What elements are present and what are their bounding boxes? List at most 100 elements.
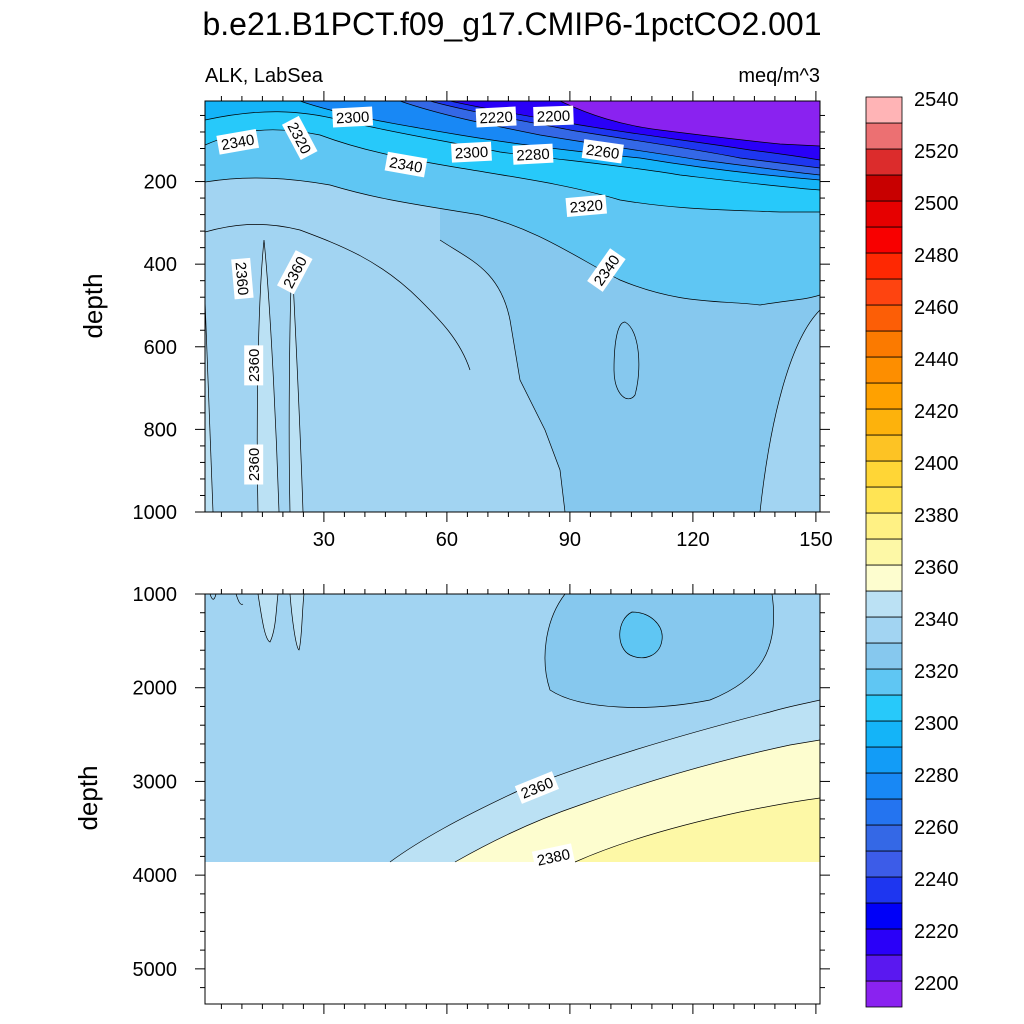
colorbar-label: 2300 xyxy=(914,713,959,735)
y-tick-label: 600 xyxy=(144,337,177,359)
y-tick-label: 1000 xyxy=(133,502,178,524)
x-tick-label: 90 xyxy=(559,529,581,551)
fill-2340-2350 xyxy=(545,594,774,708)
colorbar-swatch xyxy=(865,174,903,202)
contour-label: 2360 xyxy=(231,257,254,300)
colorbar-swatch xyxy=(865,876,903,904)
contour-label-text: 2300 xyxy=(336,109,370,128)
y-tick-label: 4000 xyxy=(133,865,178,887)
colorbar-swatch xyxy=(865,824,903,852)
lower-plot-frame xyxy=(204,593,821,1005)
colorbar-swatch xyxy=(865,590,903,618)
fill-shallow-stripes xyxy=(258,594,304,650)
colorbar-swatch xyxy=(865,538,903,566)
colorbar-swatch xyxy=(865,668,903,696)
contour-label-box xyxy=(451,141,492,163)
contour-label-text: 2380 xyxy=(536,846,572,870)
colorbar-swatch xyxy=(865,460,903,488)
colorbar-swatch xyxy=(865,226,903,254)
colorbar-swatch xyxy=(865,408,903,436)
colorbar-swatch xyxy=(865,356,903,384)
colorbar-swatch xyxy=(865,980,903,1008)
variable-region-subtitle: ALK, LabSea xyxy=(205,65,324,87)
colorbar-swatch xyxy=(865,122,903,150)
colorbar-swatch xyxy=(865,512,903,540)
contour-label-box xyxy=(533,105,574,126)
colorbar-label: 2520 xyxy=(914,141,959,163)
y-tick-label: 5000 xyxy=(133,959,178,981)
contour-label-box xyxy=(276,250,313,295)
colorbar-label: 2260 xyxy=(914,817,959,839)
contour-label-text: 2360 xyxy=(246,349,263,382)
y-tick-label: 800 xyxy=(144,419,177,441)
colorbar-swatch xyxy=(865,148,903,176)
colorbar-swatch xyxy=(865,278,903,306)
contour-label: 2220 xyxy=(475,106,517,128)
colorbar-swatch xyxy=(865,928,903,956)
contour-label-box xyxy=(231,257,254,300)
lower-contour-lines xyxy=(209,594,820,863)
upper-axis-ticks: 30 60 90 120 150 200 400 600 800 1000 xyxy=(133,91,833,551)
colorbar-swatch xyxy=(865,746,903,774)
colorbar-swatch xyxy=(865,694,903,722)
contour-label-text: 2340 xyxy=(220,132,256,155)
contour-label: 2380 xyxy=(531,843,575,871)
contour-label: 2280 xyxy=(512,143,554,165)
colorbar-label: 2200 xyxy=(914,973,959,995)
units-subtitle: meq/m^3 xyxy=(738,65,820,87)
upper-contour-fill xyxy=(205,101,820,512)
colorbar-swatch xyxy=(865,564,903,592)
contour-label-box xyxy=(244,444,264,485)
colorbar-swatch xyxy=(865,486,903,514)
seafloor-mask xyxy=(205,862,820,1004)
x-tick-label: 60 xyxy=(436,529,458,551)
colorbar-label: 2240 xyxy=(914,869,959,891)
fill-2330-2340 xyxy=(619,612,663,658)
colorbar-swatch xyxy=(865,252,903,280)
contour-label: 2360 xyxy=(244,345,263,386)
colorbar-swatch xyxy=(865,382,903,410)
colorbar-swatch xyxy=(865,616,903,644)
colorbar-label: 2540 xyxy=(914,89,959,111)
colorbar-label: 2320 xyxy=(914,661,959,683)
contour-label: 2360 xyxy=(244,444,264,485)
lower-axis-ticks: 1000 2000 3000 4000 5000 xyxy=(133,584,830,1014)
fill-2200-2220 xyxy=(560,101,820,146)
upper-panel: 30 60 90 120 150 200 400 600 800 1000 2300 2220 220… xyxy=(78,91,833,551)
colorbar-swatch xyxy=(865,200,903,228)
colorbar-swatch xyxy=(865,772,903,800)
upper-plot-frame xyxy=(204,100,821,513)
y-tick-label: 400 xyxy=(144,254,177,276)
contour-label-box xyxy=(531,843,575,871)
colorbar-label: 2480 xyxy=(914,245,959,267)
y-tick-label: 200 xyxy=(144,172,177,194)
contour-label-text: 2300 xyxy=(454,144,488,163)
colorbar-swatch xyxy=(865,434,903,462)
contour-label-box xyxy=(565,194,608,218)
colorbar-label: 2400 xyxy=(914,453,959,475)
x-tick-label: 30 xyxy=(313,529,335,551)
colorbar-swatch xyxy=(865,850,903,878)
contour-label: 2340 xyxy=(216,128,260,155)
contour-label-text: 2200 xyxy=(537,108,571,126)
contour-label-text: 2220 xyxy=(479,109,513,128)
colorbar-label: 2220 xyxy=(914,921,959,943)
x-tick-label: 150 xyxy=(799,529,832,551)
lower-contour-fill xyxy=(205,594,820,1004)
contour-label: 2200 xyxy=(533,105,574,126)
x-tick-label: 120 xyxy=(676,529,709,551)
colorbar-swatch xyxy=(865,642,903,670)
colorbar-swatch xyxy=(865,954,903,982)
fill-2380-2390 xyxy=(575,798,820,862)
contour-label-box xyxy=(384,151,428,178)
contour-label-text: 2260 xyxy=(585,142,620,163)
colorbar-label: 2280 xyxy=(914,765,959,787)
colorbar-swatch xyxy=(865,798,903,826)
contour-label-text: 2320 xyxy=(569,197,604,217)
y-tick-label: 1000 xyxy=(133,584,178,606)
colorbar-label: 2440 xyxy=(914,349,959,371)
contour-label: 2340 xyxy=(384,151,428,178)
colorbar-swatches xyxy=(865,96,903,1008)
colorbar-labels: 2200 2220 2240 2260 2280 2300 2320 2340 2360 2380… xyxy=(914,89,959,995)
